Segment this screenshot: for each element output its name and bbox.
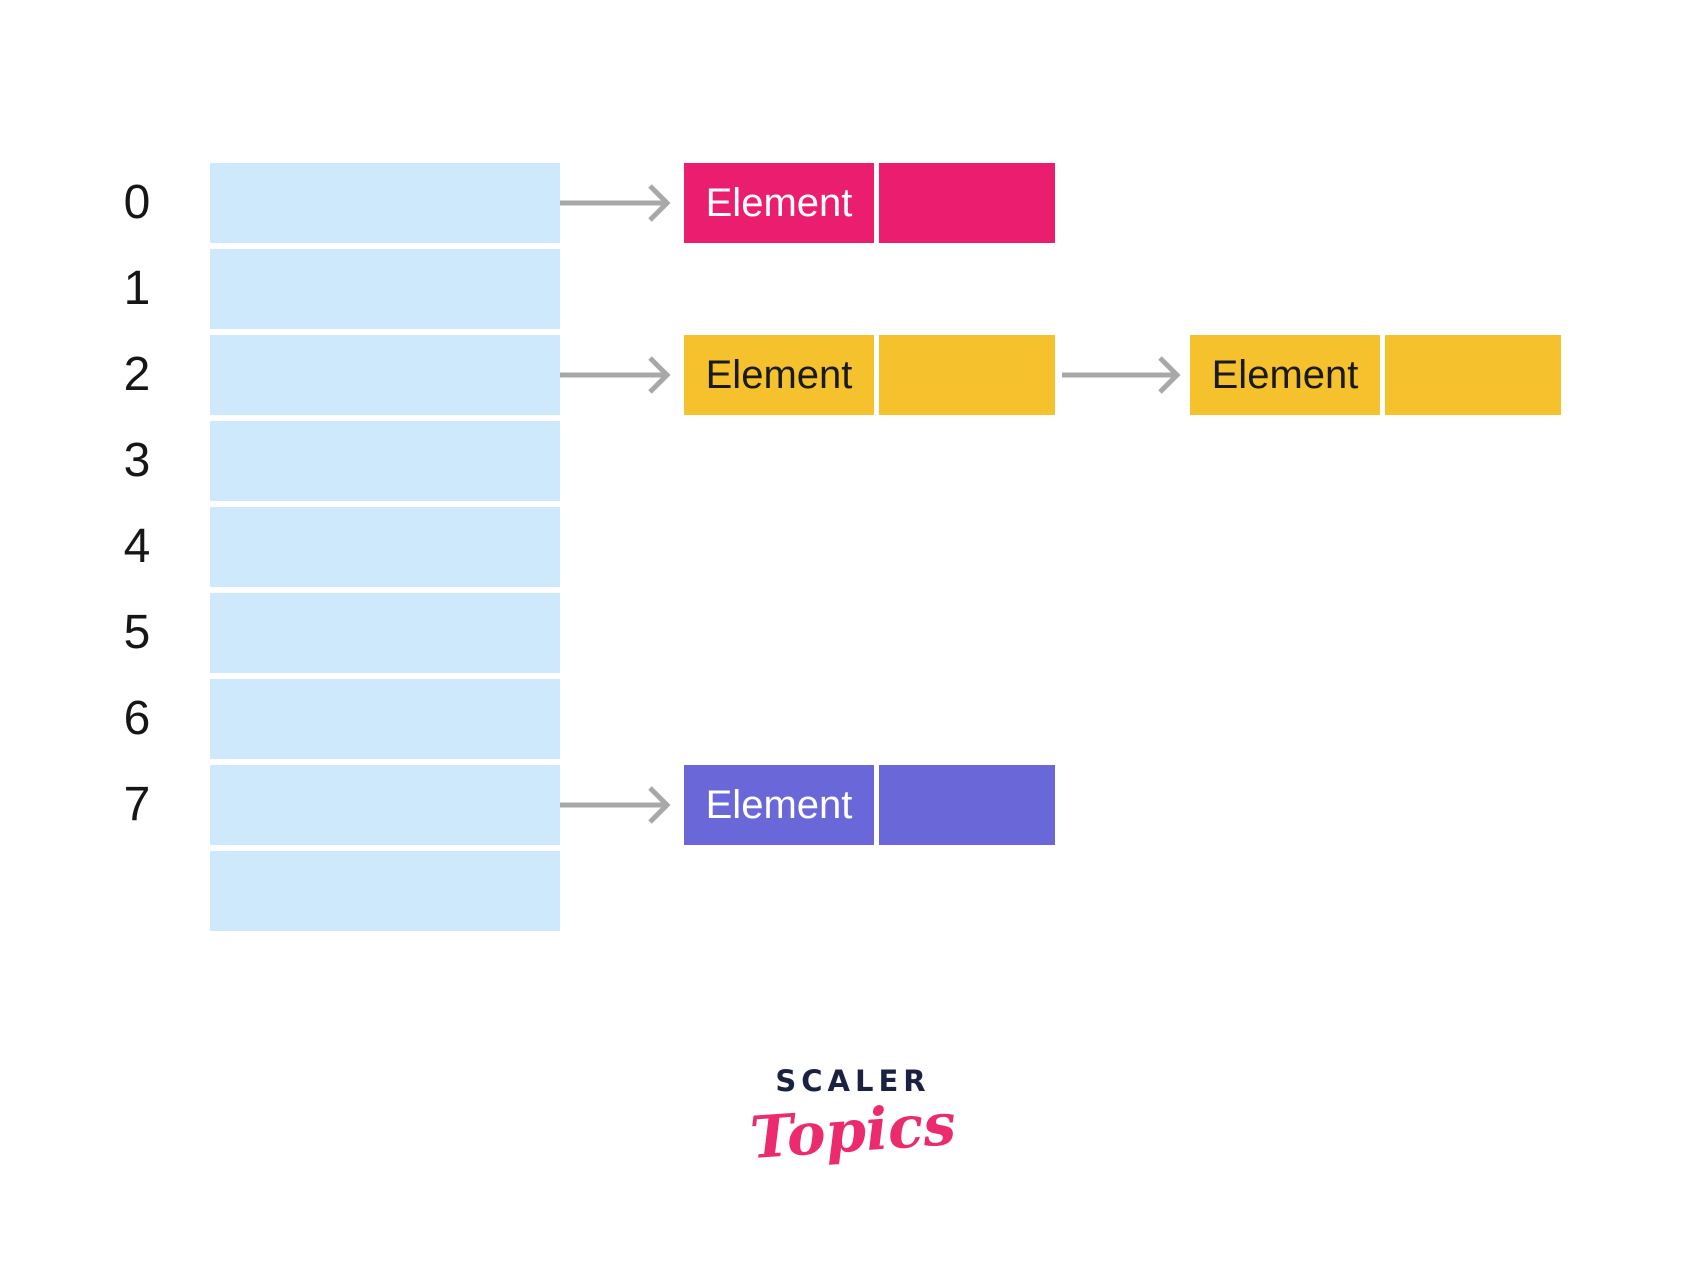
bucket-cell-5 [210, 593, 560, 673]
bucket-row-6: 6 [0, 679, 1701, 759]
node-bucket2-first: Element [684, 335, 1055, 415]
bucket-index-1: 1 [123, 262, 151, 315]
bucket-cell-0 [210, 163, 560, 243]
bucket-index-2: 2 [123, 348, 151, 401]
bucket-cell-3 [210, 421, 560, 501]
bucket-index-6: 6 [123, 692, 151, 745]
bucket-row-7: 7 [0, 765, 1701, 845]
node-next-pointer-cell [879, 335, 1055, 415]
node-element-cell: Element [684, 335, 874, 415]
bucket-row-0: 0 [0, 163, 1701, 243]
node-next-pointer-cell [1385, 335, 1561, 415]
node-element-cell: Element [684, 765, 874, 845]
node-bucket0: Element [684, 163, 1055, 243]
bucket-index-3: 3 [123, 434, 151, 487]
bucket-row-1: 1 [0, 249, 1701, 329]
arrow-head [648, 356, 671, 394]
node-bucket7: Element [684, 765, 1055, 845]
bucket-row-2: 2 [0, 335, 1701, 415]
bucket-cell-6 [210, 679, 560, 759]
logo-brand-text: SCALER [775, 1064, 931, 1098]
bucket-cell-8 [210, 851, 560, 931]
node-element-cell: Element [1190, 335, 1380, 415]
logo-product-text: Topics [747, 1089, 958, 1173]
arrow-head [648, 786, 671, 824]
bucket-cell-7 [210, 765, 560, 845]
node-next-pointer-cell [879, 765, 1055, 845]
arrow-head [1158, 356, 1181, 394]
bucket-index-5: 5 [123, 606, 151, 659]
scaler-topics-logo: SCALER Topics [698, 1064, 1008, 1172]
bucket-cell-4 [210, 507, 560, 587]
bucket-row-4: 4 [0, 507, 1701, 587]
arrow-bucket7-to-node-icon [560, 786, 671, 824]
arrow-bucket0-to-node-icon [560, 184, 671, 222]
arrow-node-to-node-bucket2-icon [1062, 356, 1181, 394]
bucket-index-4: 4 [123, 520, 151, 573]
arrow-head [648, 184, 671, 222]
bucket-index-7: 7 [123, 778, 151, 831]
node-element-cell: Element [684, 163, 874, 243]
bucket-row-3: 3 [0, 421, 1701, 501]
bucket-index-0: 0 [123, 176, 151, 229]
node-bucket2-second: Element [1190, 335, 1561, 415]
arrow-bucket2-to-node-icon [560, 356, 671, 394]
bucket-row-8 [0, 851, 1701, 931]
bucket-cell-1 [210, 249, 560, 329]
bucket-row-5: 5 [0, 593, 1701, 673]
bucket-cell-2 [210, 335, 560, 415]
node-next-pointer-cell [879, 163, 1055, 243]
